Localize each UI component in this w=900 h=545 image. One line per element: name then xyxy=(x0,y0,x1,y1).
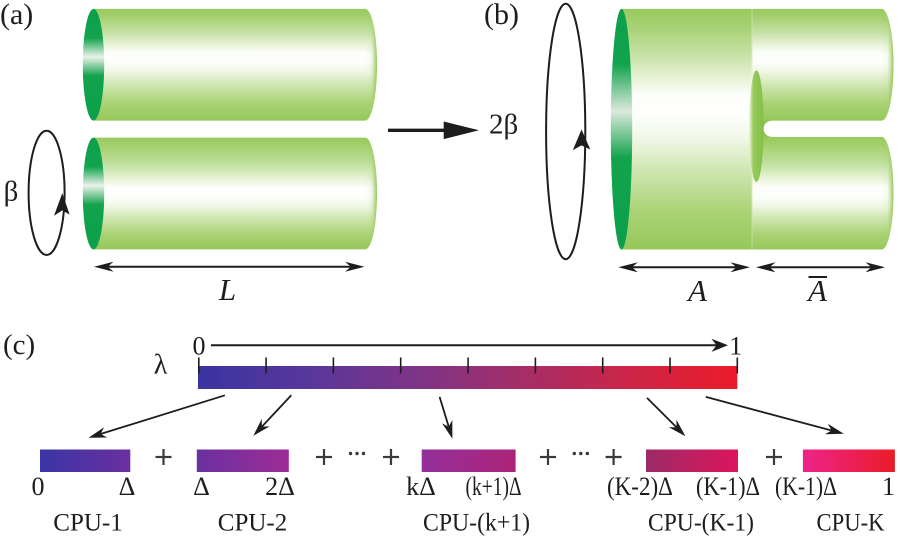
svg-text:(K-2)Δ: (K-2)Δ xyxy=(607,472,673,501)
svg-text:2Δ: 2Δ xyxy=(265,472,295,501)
svg-text:2β: 2β xyxy=(489,109,518,141)
svg-text:Δ: Δ xyxy=(193,472,210,501)
svg-text:β: β xyxy=(4,176,19,208)
svg-text:(c): (c) xyxy=(3,329,35,361)
svg-text:kΔ: kΔ xyxy=(406,472,436,501)
svg-text:CPU-(k+1): CPU-(k+1) xyxy=(423,510,530,537)
svg-text:CPU-(K-1): CPU-(K-1) xyxy=(648,510,754,537)
svg-text:(k+1)Δ: (k+1)Δ xyxy=(466,472,522,501)
svg-text:CPU-1: CPU-1 xyxy=(53,510,122,537)
svg-text:(b): (b) xyxy=(484,0,519,31)
svg-text:Δ: Δ xyxy=(119,472,136,501)
svg-text:1: 1 xyxy=(729,331,742,360)
svg-text:A: A xyxy=(806,273,828,308)
svg-text:(K-1)Δ: (K-1)Δ xyxy=(696,472,760,501)
svg-text:L: L xyxy=(218,272,236,307)
svg-text:0: 0 xyxy=(193,331,206,360)
svg-text:0: 0 xyxy=(32,472,45,501)
svg-text:(a): (a) xyxy=(0,0,33,31)
svg-text:(K-1)Δ: (K-1)Δ xyxy=(775,472,837,501)
svg-text:A: A xyxy=(686,273,708,308)
svg-text:λ: λ xyxy=(154,350,168,381)
svg-text:CPU-2: CPU-2 xyxy=(218,510,287,537)
svg-text:1: 1 xyxy=(882,472,895,501)
svg-text:CPU-K: CPU-K xyxy=(817,510,885,537)
